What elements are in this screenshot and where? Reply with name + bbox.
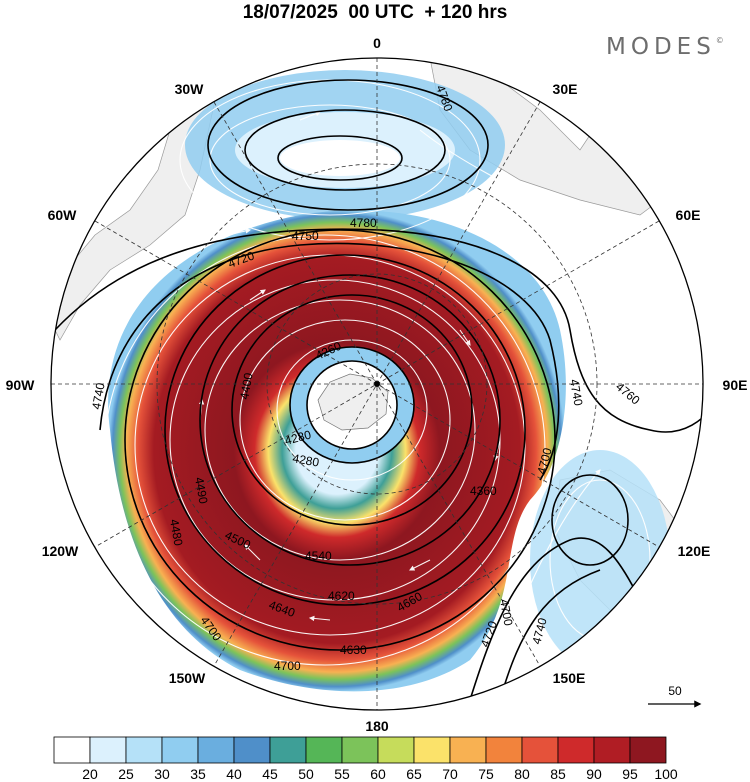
colorbar-swatch	[413, 736, 451, 764]
colorbar-swatch	[125, 736, 163, 764]
lon-label-90e: 90E	[723, 377, 748, 393]
colorbar-swatch	[629, 736, 667, 764]
brand-text: MODES	[606, 34, 716, 60]
colorbar-tick-label: 90	[586, 766, 602, 782]
colorbar-tick-label: 70	[442, 766, 458, 782]
antarctica-land-top	[317, 373, 389, 431]
south-pole-marker	[374, 381, 380, 387]
contour-label: 4630	[340, 643, 367, 657]
copyright-mark: ©	[715, 36, 724, 45]
contour-label: 4540	[305, 549, 332, 563]
colorbar-swatch	[341, 736, 379, 764]
colorbar-swatch	[161, 736, 199, 764]
lon-label-0: 0	[373, 35, 381, 51]
contour-label: 4700	[534, 446, 555, 476]
colorbar-swatch	[269, 736, 307, 764]
colorbar-swatch	[89, 736, 127, 764]
colorbar-tick-label: 60	[370, 766, 386, 782]
colorbar-swatch	[521, 736, 559, 764]
contour-label: 4400	[237, 371, 255, 400]
lon-label-180: 180	[365, 718, 389, 734]
colorbar-ticks: 20 25 30 35 40 45 50 55 60 65 70 75 80 85 90 95 100	[82, 766, 678, 782]
colorbar-tick-label: 45	[262, 766, 278, 782]
lon-label-150w: 150W	[169, 670, 206, 686]
colorbar-tick-label: 55	[334, 766, 350, 782]
colorbar: 20 25 30 35 40 45 50 55 60 65 70 75 80 85 90 95 100	[53, 736, 678, 782]
lon-label-120e: 120E	[678, 543, 711, 559]
colorbar-swatch	[233, 736, 271, 764]
lon-label-120w: 120W	[42, 543, 79, 559]
north-jet-center	[280, 140, 400, 176]
colorbar-tick-label: 85	[550, 766, 566, 782]
colorbar-swatch	[449, 736, 487, 764]
lon-label-90w: 90W	[6, 377, 36, 393]
contour-label: 4360	[470, 484, 497, 498]
contour-label: 4490	[192, 476, 210, 505]
contour-label: 4740	[89, 381, 107, 410]
colorbar-tick-label: 40	[226, 766, 242, 782]
contour-label: 4740	[567, 378, 585, 407]
colorbar-tick-label: 95	[622, 766, 638, 782]
colorbar-swatches	[53, 736, 667, 764]
vector-reference-label: 50	[668, 684, 682, 698]
map-title: 18/07/2025 00 UTC + 120 hrs	[242, 2, 508, 23]
contour-label: 4480	[167, 518, 185, 547]
colorbar-swatch	[557, 736, 595, 764]
colorbar-swatch	[593, 736, 631, 764]
contour-label: 4700	[274, 659, 301, 673]
lon-label-30e: 30E	[553, 81, 578, 97]
colorbar-swatch	[305, 736, 343, 764]
contour-label: 4280	[291, 451, 320, 469]
colorbar-tick-label: 65	[406, 766, 422, 782]
contour-label: 4700	[497, 598, 515, 627]
colorbar-tick-label: 80	[514, 766, 530, 782]
colorbar-tick-label: 20	[82, 766, 98, 782]
colorbar-tick-label: 35	[190, 766, 206, 782]
colorbar-swatch	[197, 736, 235, 764]
colorbar-swatch	[485, 736, 523, 764]
colorbar-tick-label: 30	[154, 766, 170, 782]
lon-label-60w: 60W	[48, 207, 78, 223]
colorbar-tick-label: 100	[654, 766, 678, 782]
contour-label: 4740	[529, 616, 550, 646]
colorbar-tick-label: 25	[118, 766, 134, 782]
contour-label: 4280	[283, 427, 313, 448]
contour-label: 4620	[328, 589, 355, 603]
map-boundary	[50, 57, 704, 711]
lon-label-150e: 150E	[553, 670, 586, 686]
lon-label-30w: 30W	[175, 81, 205, 97]
lon-label-60e: 60E	[676, 207, 701, 223]
colorbar-tick-label: 75	[478, 766, 494, 782]
modes-logo: MODES©	[606, 34, 724, 60]
colorbar-swatch	[377, 736, 415, 764]
contour-label: 4750	[292, 229, 319, 243]
colorbar-swatch	[53, 736, 91, 764]
contour-label: 4780	[350, 216, 377, 230]
colorbar-tick-label: 50	[298, 766, 314, 782]
wind-streamlines	[59, 79, 651, 691]
